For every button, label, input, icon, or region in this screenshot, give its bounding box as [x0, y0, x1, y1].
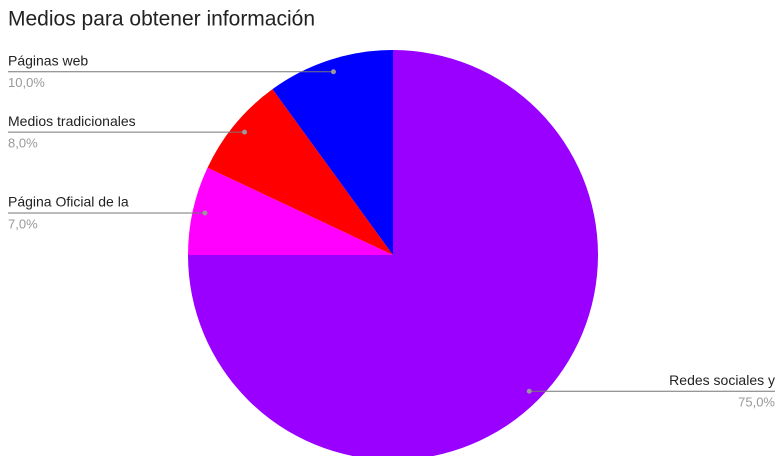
leader-dot [526, 388, 532, 394]
pie-slice [188, 167, 393, 255]
slice-label: Página Oficial de la [8, 194, 129, 210]
leader-dot [330, 69, 336, 75]
slice-label: Páginas web [8, 52, 88, 68]
leader-dot [202, 210, 208, 216]
slice-label: Medios tradicionales [8, 113, 136, 129]
pie-slice [272, 50, 393, 255]
slice-value-label: 75,0% [738, 395, 775, 410]
pie-slice [207, 89, 393, 255]
slice-label: Redes sociales y [669, 372, 775, 388]
slice-value-label: 8,0% [8, 136, 38, 151]
slice-value-label: 7,0% [8, 216, 38, 231]
leader-dot [242, 129, 248, 135]
slice-value-label: 10,0% [8, 75, 45, 90]
chart-title: Medios para obtener información [8, 8, 315, 31]
